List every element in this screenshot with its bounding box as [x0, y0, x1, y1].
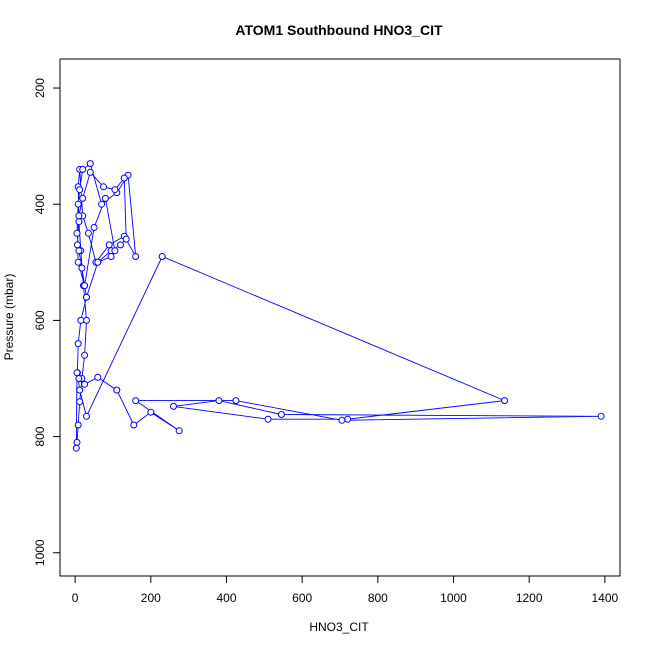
data-point	[73, 438, 81, 446]
chart-title: ATOM1 Southbound HNO3_CIT	[235, 22, 443, 38]
y-axis-label: Pressure (mbar)	[2, 274, 16, 361]
data-point	[75, 212, 83, 220]
y-tick-label: 200	[33, 78, 47, 98]
data-point	[130, 421, 138, 429]
data-point	[111, 186, 119, 194]
data-point	[74, 340, 82, 348]
data-point	[147, 408, 155, 416]
data-point	[86, 160, 94, 168]
data-point	[81, 351, 89, 359]
data-point	[73, 369, 81, 377]
y-tick-label: 1000	[33, 539, 47, 566]
data-point	[232, 397, 240, 405]
x-axis-label: HNO3_CIT	[309, 620, 369, 634]
data-point	[79, 194, 87, 202]
data-point	[175, 427, 183, 435]
data-point	[264, 415, 272, 423]
data-point	[79, 165, 87, 173]
data-point	[75, 218, 83, 226]
data-point	[84, 229, 92, 237]
y-tick-label: 400	[33, 194, 47, 214]
data-point	[75, 375, 83, 382]
data-point	[107, 253, 115, 260]
data-point	[501, 397, 509, 405]
data-point	[74, 200, 82, 208]
data-point	[94, 373, 102, 381]
data-point	[77, 316, 85, 324]
x-tick-label: 400	[216, 591, 236, 605]
data-point	[78, 264, 86, 272]
data-point	[113, 386, 121, 394]
data-point	[597, 412, 605, 420]
data-point	[76, 398, 84, 406]
x-tick-label: 1000	[440, 591, 467, 605]
data-point	[81, 380, 89, 388]
data-point	[74, 258, 82, 266]
data-point	[158, 253, 166, 260]
data-point	[117, 241, 124, 249]
data-point	[94, 258, 102, 266]
data-point	[74, 421, 82, 429]
data-point	[215, 397, 223, 405]
data-point	[120, 174, 128, 182]
x-tick-label: 0	[72, 591, 79, 605]
data-point	[344, 415, 352, 423]
data-point	[76, 186, 84, 194]
x-tick-label: 800	[368, 591, 388, 605]
data-point	[86, 168, 94, 176]
data-point	[101, 194, 109, 202]
data-point	[83, 412, 90, 420]
data-point	[132, 397, 140, 405]
series-line	[75, 162, 602, 449]
x-tick-label: 1200	[516, 591, 543, 605]
data-point	[132, 253, 140, 260]
data-point	[338, 416, 346, 424]
data-point	[105, 241, 113, 249]
data-point	[72, 444, 80, 452]
data-point	[83, 316, 90, 324]
plot-frame	[59, 58, 621, 577]
y-tick-label: 600	[33, 310, 47, 330]
data-point	[83, 293, 90, 301]
y-tick-label: 800	[33, 426, 47, 446]
data-point	[76, 386, 84, 394]
data-point	[277, 411, 285, 418]
x-axis: 0 200 400 600 800 1000 1200 1400	[72, 575, 619, 605]
data-point	[98, 200, 106, 208]
data-point	[111, 247, 119, 255]
x-tick-label: 1400	[592, 591, 619, 605]
x-tick-label: 600	[292, 591, 312, 605]
x-tick-label: 200	[141, 591, 161, 605]
plot-area	[72, 160, 605, 452]
data-point	[73, 229, 81, 237]
data-point	[122, 235, 130, 243]
data-point	[170, 402, 177, 410]
y-axis: 200 400 600 800 1000	[33, 78, 61, 566]
data-point	[73, 241, 81, 249]
data-point	[100, 183, 107, 191]
data-point	[75, 247, 83, 255]
data-point	[90, 224, 98, 231]
data-point	[81, 282, 89, 290]
